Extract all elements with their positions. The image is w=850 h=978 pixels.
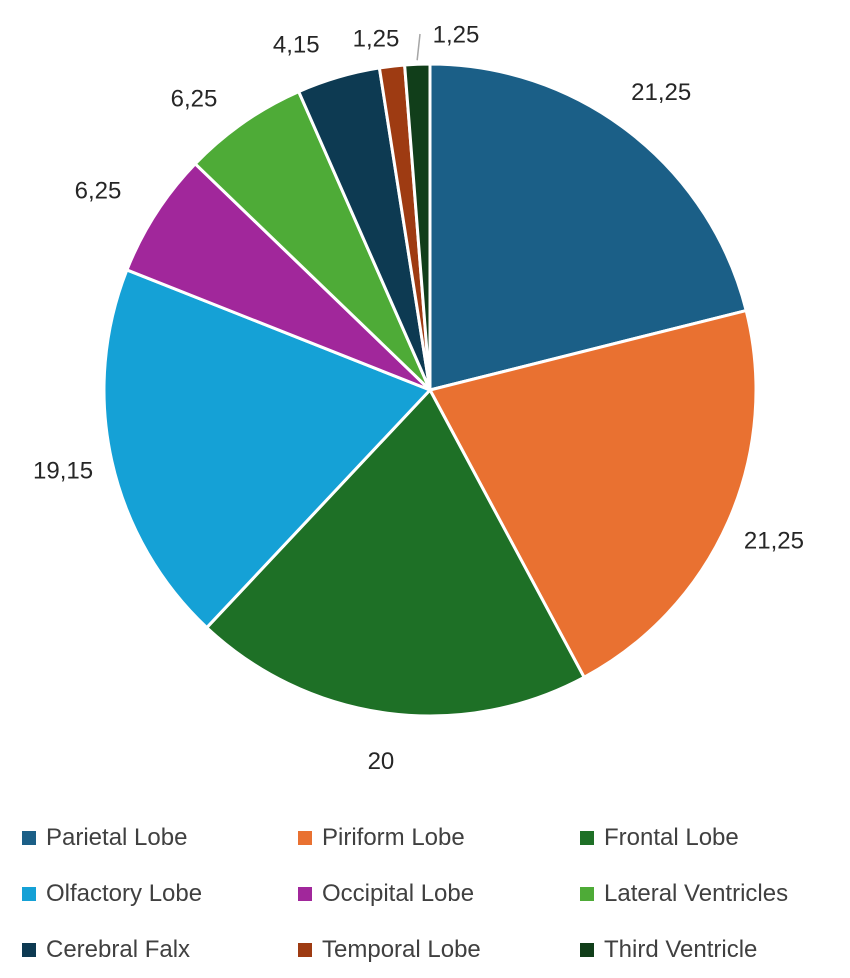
data-label-third-ventricle: 1,25 bbox=[433, 21, 480, 48]
data-label-lateral-ventricles: 6,25 bbox=[171, 85, 218, 112]
legend-label: Temporal Lobe bbox=[322, 936, 481, 963]
legend-swatch bbox=[580, 943, 594, 957]
legend-item-cerebral-falx: Cerebral Falx bbox=[22, 936, 298, 964]
pie-slice-third-ventricle bbox=[403, 62, 432, 391]
pie-slice-parietal-lobe bbox=[428, 62, 748, 392]
data-label-frontal-lobe: 20 bbox=[368, 748, 395, 775]
legend-item-lateral-ventricles: Lateral Ventricles bbox=[580, 880, 850, 908]
legend-item-piriform-lobe: Piriform Lobe bbox=[298, 824, 580, 852]
legend-item-occipital-lobe: Occipital Lobe bbox=[298, 880, 580, 908]
legend-label: Third Ventricle bbox=[604, 936, 758, 963]
data-label-piriform-lobe: 21,25 bbox=[744, 527, 804, 554]
legend-label: Olfactory Lobe bbox=[46, 880, 203, 907]
legend-label: Piriform Lobe bbox=[322, 824, 465, 851]
legend: Parietal Lobe Piriform Lobe Frontal Lobe Ol… bbox=[22, 810, 850, 978]
pie-slice-frontal-lobe bbox=[204, 387, 587, 718]
leader-line-third-ventricle bbox=[416, 33, 421, 61]
legend-item-temporal-lobe: Temporal Lobe bbox=[298, 936, 580, 964]
pie-slice-lateral-ventricles bbox=[193, 89, 432, 392]
legend-swatch bbox=[580, 887, 594, 901]
legend-swatch bbox=[22, 943, 36, 957]
legend-swatch bbox=[298, 887, 312, 901]
pie-chart: 21,25 21,25 20 19,15 6,25 6,25 4,15 1,25 1,25 bbox=[33, 21, 804, 775]
legend-swatch bbox=[298, 831, 312, 845]
legend-label: Lateral Ventricles bbox=[604, 880, 789, 907]
pie-slice-olfactory-lobe bbox=[102, 268, 433, 630]
legend-swatch bbox=[22, 831, 36, 845]
data-label-parietal-lobe: 21,25 bbox=[631, 79, 691, 106]
data-label-cerebral-falx: 4,15 bbox=[273, 31, 320, 58]
legend-label: Frontal Lobe bbox=[604, 824, 739, 851]
legend-item-parietal-lobe: Parietal Lobe bbox=[22, 824, 298, 852]
legend-row: Cerebral Falx Temporal Lobe Third Ventricl… bbox=[22, 922, 850, 978]
leader-lines bbox=[416, 33, 421, 61]
legend-item-frontal-lobe: Frontal Lobe bbox=[580, 824, 850, 852]
legend-swatch bbox=[22, 887, 36, 901]
pie-slices bbox=[102, 62, 758, 718]
legend-row: Olfactory Lobe Occipital Lobe Lateral Vent… bbox=[22, 866, 850, 922]
legend-label: Occipital Lobe bbox=[322, 880, 475, 907]
legend-label: Parietal Lobe bbox=[46, 824, 188, 851]
data-label-temporal-lobe: 1,25 bbox=[353, 25, 400, 52]
data-label-olfactory-lobe: 19,15 bbox=[33, 457, 93, 484]
legend-swatch bbox=[298, 943, 312, 957]
legend-row: Parietal Lobe Piriform Lobe Frontal Lobe bbox=[22, 810, 850, 866]
legend-swatch bbox=[580, 831, 594, 845]
pie-slice-occipital-lobe bbox=[124, 161, 432, 392]
pie-slice-piriform-lobe bbox=[427, 308, 758, 680]
data-label-occipital-lobe: 6,25 bbox=[75, 177, 122, 204]
legend-label: Cerebral Falx bbox=[46, 936, 191, 963]
data-labels: 21,25 21,25 20 19,15 6,25 6,25 4,15 1,25 1,25 bbox=[33, 21, 804, 775]
legend-item-third-ventricle: Third Ventricle bbox=[580, 936, 850, 964]
legend-item-olfactory-lobe: Olfactory Lobe bbox=[22, 880, 298, 908]
